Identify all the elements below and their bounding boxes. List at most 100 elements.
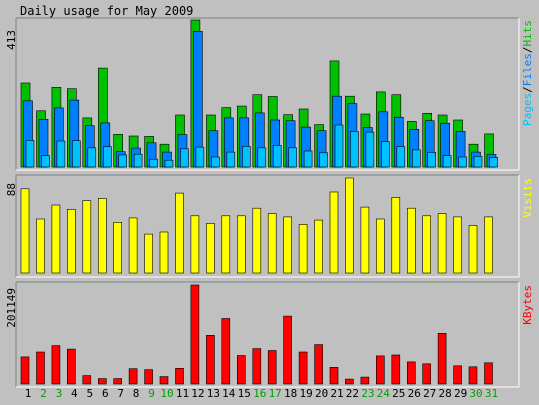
day-label-8: 8 [133, 387, 140, 400]
kbytes-bar-day-17 [267, 350, 277, 385]
pages-bar-day-13 [211, 156, 220, 168]
visits-bar-day-14 [221, 215, 231, 274]
y-max-label-3: 201149 [5, 288, 18, 328]
legend-pages-files-hits: Pages/Files/Hits [521, 20, 534, 126]
kbytes-bar-day-10 [159, 376, 169, 385]
visits-bar-day-10 [159, 231, 169, 274]
visits-bar-day-5 [82, 200, 92, 274]
legend-visits-part-1: Visits [521, 178, 534, 218]
visits-bar-day-30 [468, 225, 478, 274]
day-label-15: 15 [238, 387, 251, 400]
kbytes-bar-day-2 [36, 351, 45, 385]
pages-bar-day-8 [133, 153, 143, 168]
visits-bar-day-26 [406, 207, 416, 274]
kbytes-bar-day-22 [345, 378, 354, 385]
visits-bar-day-13 [206, 223, 215, 274]
pages-bar-day-10 [164, 159, 174, 168]
day-label-25: 25 [392, 387, 405, 400]
kbytes-bar-day-14 [221, 318, 231, 385]
pages-bar-day-30 [473, 156, 483, 168]
legend-pages-files-hits-part-5: Hits [521, 20, 534, 47]
legend-kbytes: KBytes [521, 285, 534, 325]
visits-bar-day-7 [113, 222, 122, 274]
day-label-30: 30 [469, 387, 482, 400]
pages-bar-day-20 [319, 152, 328, 168]
day-label-16: 16 [253, 387, 266, 400]
visits-bar-day-12 [190, 215, 200, 274]
chart-title: Daily usage for May 2009 [20, 4, 193, 18]
day-labels: 1 2 3 4 5 6 7 8 9 10 11 12 13 14 15 16 17 18 19 20 21 22 23 24 2… [25, 387, 498, 400]
day-label-3: 3 [56, 387, 63, 400]
kbytes-bar-day-13 [206, 334, 215, 385]
pages-bar-day-4 [72, 140, 81, 168]
visits-bar-day-20 [314, 219, 323, 274]
visits-bar-day-31 [484, 216, 493, 274]
kbytes-bar-day-6 [98, 378, 107, 385]
pages-bar-day-17 [272, 145, 282, 168]
chart-panel-3 [15, 281, 520, 388]
kbytes-bar-day-28 [437, 332, 447, 385]
visits-bar-day-4 [67, 209, 76, 274]
pages-bar-day-9 [149, 158, 158, 168]
pages-bar-day-2 [41, 155, 50, 168]
visits-bar-day-25 [391, 197, 401, 274]
legend-pages-files-hits-part-2: / [521, 86, 534, 93]
kbytes-bar-day-7 [113, 378, 122, 385]
pages-bar-day-26 [411, 149, 421, 168]
chart-panel-2 [15, 174, 520, 278]
panel-face [16, 282, 519, 387]
visits-bar-day-29 [453, 216, 462, 274]
legend-kbytes-part-1: KBytes [521, 285, 534, 325]
day-label-31: 31 [485, 387, 498, 400]
day-label-29: 29 [454, 387, 467, 400]
pages-bar-day-23 [365, 131, 375, 168]
visits-bar-day-19 [298, 224, 308, 274]
pages-bar-day-24 [380, 141, 390, 168]
pages-bar-day-6 [103, 146, 112, 168]
chart-panels [15, 17, 520, 388]
chart-panel-1 [15, 17, 520, 171]
y-max-label-1: 413 [5, 30, 18, 50]
day-label-9: 9 [148, 387, 155, 400]
visits-bar-day-16 [252, 207, 262, 274]
pages-bar-day-12 [195, 146, 205, 168]
pages-bar-day-1 [25, 140, 35, 168]
legend-pages-files-hits-part-1: Pages [521, 93, 534, 126]
visits-bar-day-22 [345, 177, 354, 274]
visits-bar-day-18 [283, 216, 292, 274]
kbytes-bar-day-11 [175, 367, 184, 385]
visits-bar-day-27 [422, 215, 432, 274]
day-label-12: 12 [191, 387, 204, 400]
day-label-6: 6 [102, 387, 109, 400]
kbytes-bar-day-8 [128, 368, 138, 385]
pages-bar-day-7 [118, 154, 127, 168]
day-label-4: 4 [71, 387, 78, 400]
files-bar-day-12 [193, 31, 203, 168]
day-label-5: 5 [86, 387, 93, 400]
kbytes-bar-day-31 [484, 362, 493, 385]
day-label-22: 22 [346, 387, 359, 400]
kbytes-bar-day-19 [298, 351, 308, 385]
kbytes-bar-day-27 [422, 363, 432, 385]
kbytes-bar-day-20 [314, 344, 323, 385]
kbytes-bar-day-4 [67, 348, 76, 385]
visits-bar-day-6 [98, 198, 107, 274]
day-label-26: 26 [408, 387, 421, 400]
legend-visits: Visits [521, 178, 534, 218]
day-label-20: 20 [315, 387, 328, 400]
day-label-19: 19 [299, 387, 312, 400]
pages-bar-day-22 [350, 131, 359, 168]
kbytes-bar-day-26 [406, 361, 416, 385]
visits-bar-day-23 [360, 206, 370, 274]
pages-bar-day-27 [427, 152, 437, 168]
kbytes-bar-day-24 [375, 355, 385, 385]
y-max-label-2: 88 [5, 183, 18, 196]
kbytes-bar-day-12 [190, 284, 200, 385]
pages-bar-day-19 [303, 150, 313, 168]
pages-bar-day-5 [87, 147, 97, 168]
visits-bar-day-2 [36, 218, 45, 274]
kbytes-bar-day-29 [453, 365, 462, 385]
visits-bar-day-24 [375, 218, 385, 274]
